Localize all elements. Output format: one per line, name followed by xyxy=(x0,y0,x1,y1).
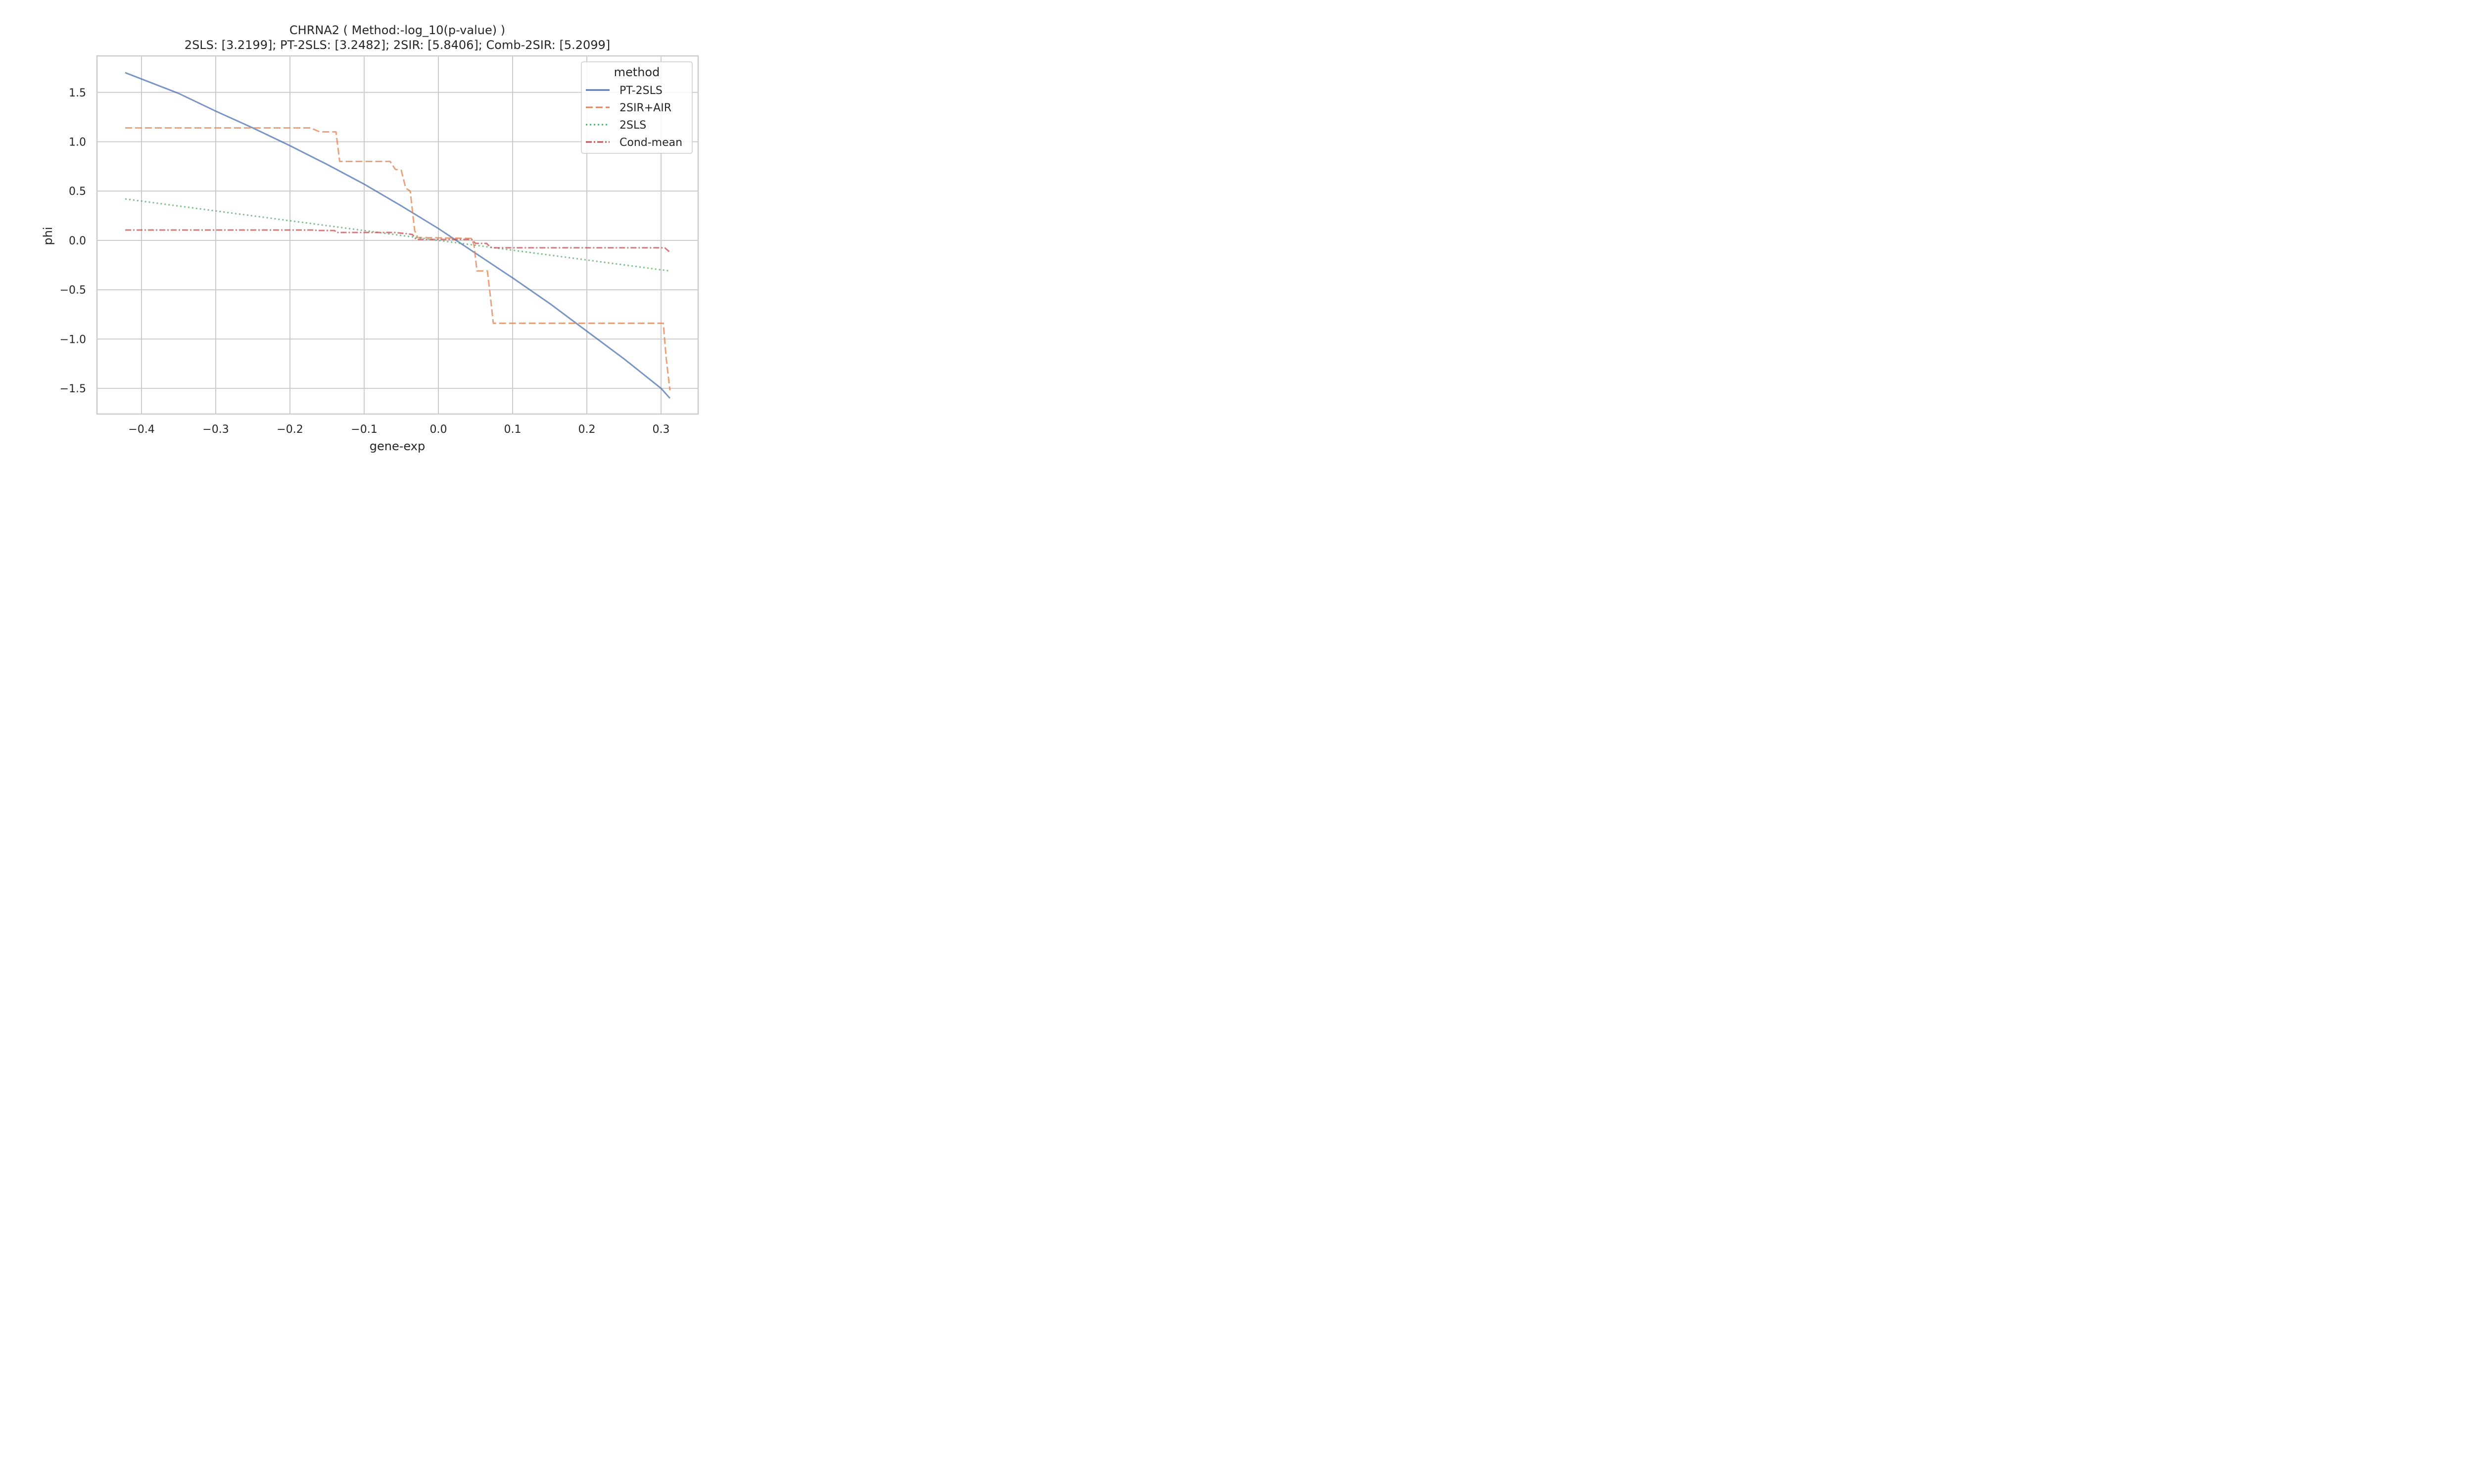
tick-labels: −0.4 −0.3 −0.2 −0.1 0.0 0.1 0.2 0.3 1.5 1.0 0.5 0.0… xyxy=(60,87,670,436)
legend-label: Cond-mean xyxy=(619,137,682,149)
x-axis-label: gene-exp xyxy=(370,439,425,453)
y-tick-label: −1.0 xyxy=(60,333,86,346)
legend-label: PT-2SLS xyxy=(619,85,663,97)
legend-title: method xyxy=(614,65,660,79)
chart-subtitle: 2SLS: [3.2199]; PT-2SLS: [3.2482]; 2SIR:… xyxy=(185,38,610,52)
y-tick-label: 0.5 xyxy=(69,186,86,198)
series-line-cond-mean xyxy=(125,229,670,253)
y-axis-label: phi xyxy=(41,227,55,245)
x-tick-label: 0.3 xyxy=(653,423,670,436)
y-tick-label: 1.5 xyxy=(69,87,86,99)
chart-title: CHRNA2 ( Method:-log_10(p-value) ) xyxy=(289,23,505,37)
y-tick-label: −0.5 xyxy=(60,284,86,297)
series-line-2sls xyxy=(125,198,670,272)
legend-box xyxy=(581,61,693,154)
x-tick-label: 0.2 xyxy=(578,423,596,436)
legend-label: 2SIR+AIR xyxy=(619,102,671,114)
x-tick-label: 0.0 xyxy=(430,423,447,436)
y-tick-label: 1.0 xyxy=(69,137,86,149)
y-tick-label: −1.5 xyxy=(60,383,86,395)
x-tick-label: −0.3 xyxy=(202,423,229,436)
legend-label: 2SLS xyxy=(619,119,646,132)
x-tick-label: −0.1 xyxy=(351,423,377,436)
series-line-2sir-air xyxy=(125,127,671,391)
y-tick-label: 0.0 xyxy=(69,235,86,247)
series-line-pt-2sls xyxy=(125,72,671,399)
x-tick-label: −0.4 xyxy=(128,423,154,436)
legend: method PT-2SLS 2SIR+AIR 2SLS Cond-mean xyxy=(581,61,693,154)
x-tick-label: −0.2 xyxy=(277,423,303,436)
x-tick-label: 0.1 xyxy=(504,423,522,436)
chart: CHRNA2 ( Method:-log_10(p-value) ) 2SLS:… xyxy=(41,23,699,453)
plot-area xyxy=(125,72,671,399)
plot-frame xyxy=(96,55,699,415)
